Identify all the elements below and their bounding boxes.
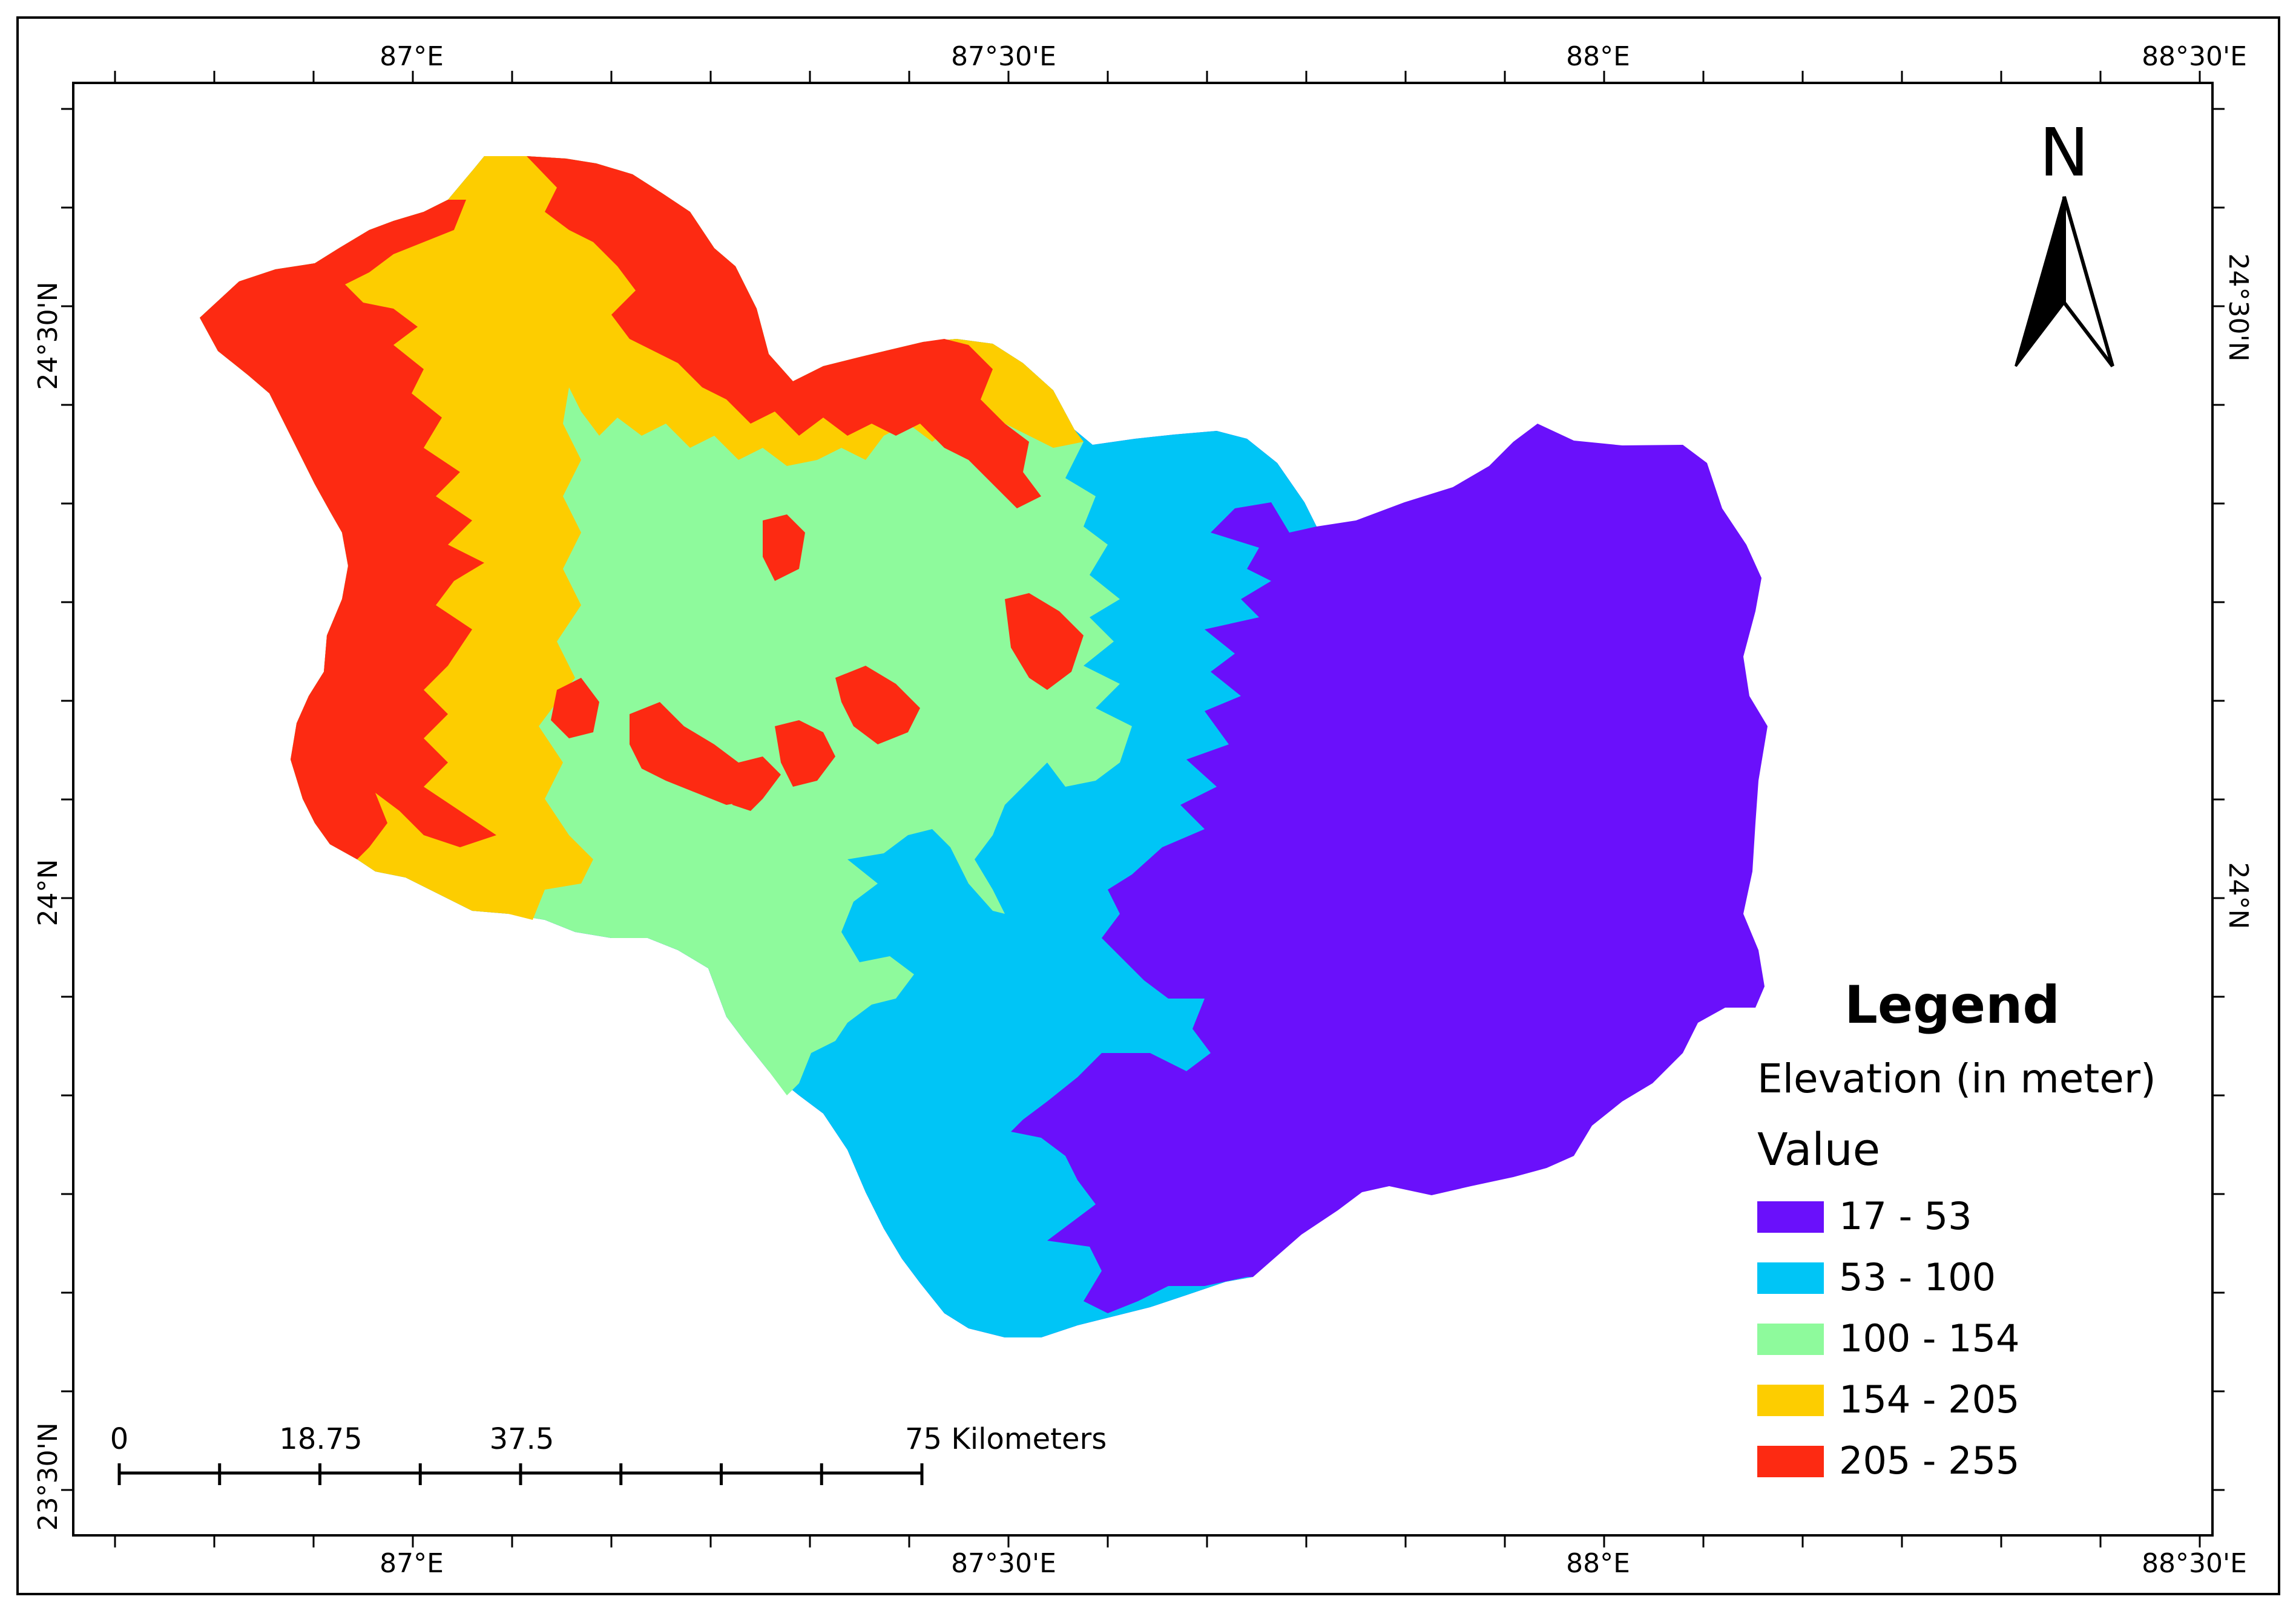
north-arrow: N [2015, 114, 2114, 367]
north-arrow-right-half [2062, 196, 2114, 367]
bottom-label-87-30e: 87°30'E [951, 1548, 1056, 1579]
class-205-255-patch-4 [835, 666, 920, 744]
class-205-255-patch-5 [1005, 593, 1084, 690]
scale-bar-label-75-km: 75 Kilometers [905, 1422, 1107, 1456]
left-label-24-30n: 24°30'N [33, 282, 64, 390]
elevation-raster [200, 156, 1768, 1337]
legend-swatch-1 [1757, 1201, 1824, 1233]
legend-swatch-5 [1757, 1446, 1824, 1477]
bottom-label-88e: 88°E [1566, 1548, 1630, 1579]
class-205-255-area-north [527, 156, 1041, 508]
outer-frame [16, 16, 2280, 1595]
top-label-88e: 88°E [1566, 41, 1630, 72]
right-label-24n: 24°N [2223, 862, 2254, 930]
scale-bar-label-37-5: 37.5 [490, 1422, 554, 1456]
legend-field-name: Value [1757, 1124, 1880, 1176]
class-205-255-patch-7 [726, 781, 763, 811]
right-label-24-30n: 24°30'N [2223, 254, 2254, 362]
legend: Legend Elevation (in meter) Value 17 - 5… [1757, 975, 2156, 1483]
class-205-255-patch-1 [630, 702, 781, 805]
legend-label-4: 154 - 205 [1839, 1377, 2019, 1422]
graticule-ticks [61, 71, 2225, 1547]
top-label-88-30e: 88°30'E [2142, 41, 2247, 72]
legend-label-3: 100 - 154 [1839, 1316, 2019, 1360]
legend-label-1: 17 - 53 [1839, 1194, 1972, 1238]
class-205-255-area-west [200, 200, 496, 859]
legend-swatch-3 [1757, 1324, 1824, 1355]
legend-classes: 17 - 53 53 - 100 100 - 154 154 - 205 205 - 2… [1757, 1194, 2019, 1483]
bottom-label-88-30e: 88°30'E [2142, 1548, 2247, 1579]
left-label-24n: 24°N [33, 859, 64, 927]
top-label-87-30e: 87°30'E [951, 41, 1056, 72]
class-205-255-patch-2 [551, 678, 599, 738]
north-arrow-left-half [2015, 196, 2065, 367]
north-arrow-label: N [2039, 114, 2089, 191]
neatline [72, 82, 2214, 1537]
legend-swatch-2 [1757, 1262, 1824, 1294]
class-205-255-patch-6 [763, 514, 805, 581]
legend-swatch-4 [1757, 1385, 1824, 1416]
legend-label-2: 53 - 100 [1839, 1255, 1996, 1299]
graticule-labels: 87°E 87°30'E 88°E 88°30'E 87°E 87°30'E 8… [33, 41, 2254, 1579]
scale-bar: 0 18.75 37.5 75 Kilometers [110, 1422, 1107, 1485]
top-label-87e: 87°E [380, 41, 444, 72]
class-205-255-patch-3 [775, 720, 835, 787]
scale-bar-label-18-75: 18.75 [279, 1422, 362, 1456]
scale-bar-ticks [117, 1463, 924, 1485]
legend-label-5: 205 - 255 [1839, 1439, 2019, 1483]
bottom-label-87e: 87°E [380, 1548, 444, 1579]
legend-layer-name: Elevation (in meter) [1757, 1055, 2156, 1102]
scale-bar-label-0: 0 [110, 1422, 129, 1456]
left-label-23-30n: 23°30'N [33, 1423, 64, 1531]
legend-title: Legend [1844, 975, 2060, 1035]
